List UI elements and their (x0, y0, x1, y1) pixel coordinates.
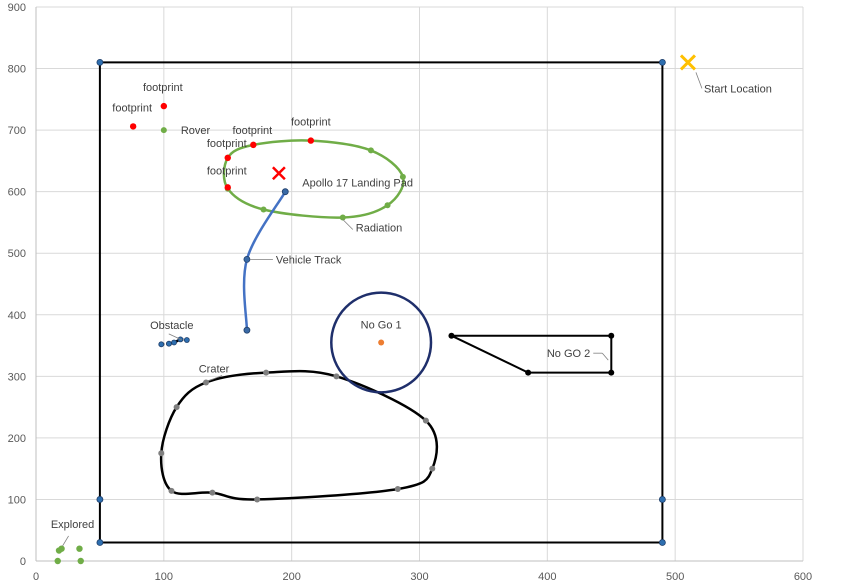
footprint-label-2: footprint (207, 138, 247, 150)
crater-point-1 (333, 373, 340, 380)
obstacle-leader (168, 333, 182, 341)
data-labels: footprintfootprintfootprintfootprintfoot… (51, 72, 772, 547)
explored-point-1 (58, 545, 65, 552)
radiation-line (222, 139, 405, 219)
radiation-point-4 (367, 147, 374, 154)
crater-point-8 (158, 450, 165, 457)
radiation-leader (342, 219, 354, 230)
no-go-1-center-point (378, 339, 385, 346)
x-tick-label-400: 400 (538, 571, 556, 583)
start-location-x-marker (679, 54, 697, 71)
footprint-label-3: footprint (232, 125, 272, 137)
radiation-point-5 (399, 173, 406, 180)
y-tick-label-100: 100 (8, 494, 26, 506)
y-tick-label-600: 600 (8, 187, 26, 199)
boundary-point-2 (96, 59, 104, 66)
no-go-2-label: No GO 2 (547, 348, 590, 360)
x-tick-label-600: 600 (794, 571, 812, 583)
crater-point-10 (203, 379, 210, 386)
footprint-point-2 (224, 154, 231, 162)
plot-area (54, 54, 697, 565)
landing-pad-label: Apollo 17 Landing Pad (302, 178, 413, 190)
boundary-point-5 (658, 539, 666, 546)
explored-point-2 (76, 545, 83, 552)
y-tick-label-0: 0 (20, 556, 26, 568)
y-tick-label-400: 400 (8, 310, 26, 322)
x-tick-label-300: 300 (410, 571, 428, 583)
crater-point-6 (209, 489, 216, 496)
footprint-label-5: footprint (207, 165, 247, 177)
crater-point-9 (173, 404, 180, 411)
explored-point-4 (77, 557, 84, 565)
vehicle-track-point-0 (281, 188, 289, 196)
boundary-point-0 (96, 539, 104, 546)
no-go-2-point-0 (448, 332, 455, 339)
vehicle-track-point-1 (243, 255, 251, 263)
radiation-point-8 (260, 206, 267, 213)
axes (35, 7, 803, 562)
crater-point-7 (168, 487, 175, 494)
crater-point-3 (429, 465, 436, 472)
obstacle-point-4 (183, 337, 190, 343)
no-go-2-point-2 (608, 369, 615, 376)
radiation-point-7 (339, 214, 346, 221)
y-tick-label-800: 800 (8, 64, 26, 76)
landing-pad-x-marker (271, 166, 286, 181)
no-go-2-point-1 (608, 332, 615, 339)
explored-point-3 (54, 557, 61, 565)
footprint-point-1 (160, 102, 168, 110)
obstacle-point-0 (158, 341, 165, 348)
crater-label: Crater (199, 363, 230, 375)
start-location-leader (695, 72, 703, 89)
x-tick-label-500: 500 (666, 571, 684, 583)
y-tick-label-900: 900 (8, 2, 26, 14)
footprint-point-4 (307, 137, 315, 144)
footprint-point-0 (129, 123, 137, 130)
y-tick-label-300: 300 (8, 371, 26, 383)
vehicle-track-point-2 (243, 326, 251, 334)
rover-point-0 (160, 127, 167, 134)
vehicle-track-label: Vehicle Track (276, 254, 342, 266)
y-tick-label-200: 200 (8, 433, 26, 445)
no-go-2-point-3 (525, 369, 532, 376)
footprint-point-5 (224, 184, 231, 191)
obstacle-label: Obstacle (150, 320, 193, 332)
radiation-label: Radiation (356, 223, 402, 235)
rover-label: Rover (181, 125, 211, 137)
boundary-point-3 (658, 59, 666, 66)
start-location-label: Start Location (704, 83, 772, 95)
no-go-1-circle (330, 291, 433, 394)
no-go-1-label: No Go 1 (361, 319, 402, 331)
footprint-label-0: footprint (112, 102, 152, 114)
radiation-point-6 (384, 202, 391, 209)
footprint-label-4: footprint (291, 117, 331, 129)
crater-leader (206, 375, 223, 382)
tick-labels: 0 100 200 300 400 500 600 700 800 900 0 100 200 300 40… (8, 2, 813, 583)
crater-point-0 (263, 369, 270, 376)
obstacle-point-1 (166, 340, 172, 347)
x-tick-label-200: 200 (282, 571, 300, 583)
boundary-point-1 (96, 496, 104, 503)
boundary-point-4 (658, 496, 666, 503)
crater-point-2 (422, 417, 429, 424)
explored-leader (62, 535, 69, 547)
crater-point-4 (394, 485, 401, 492)
footprint-point-3 (250, 141, 257, 149)
x-tick-label-0: 0 (33, 571, 39, 583)
footprint-label-1: footprint (143, 82, 183, 94)
y-tick-label-500: 500 (8, 248, 26, 260)
crater-point-5 (254, 496, 261, 503)
obstacle-point-2 (171, 339, 177, 346)
explored-label: Explored (51, 519, 94, 531)
no-go-2-leader-tail (601, 352, 609, 361)
y-tick-label-700: 700 (8, 125, 26, 137)
x-tick-label-100: 100 (155, 571, 173, 583)
